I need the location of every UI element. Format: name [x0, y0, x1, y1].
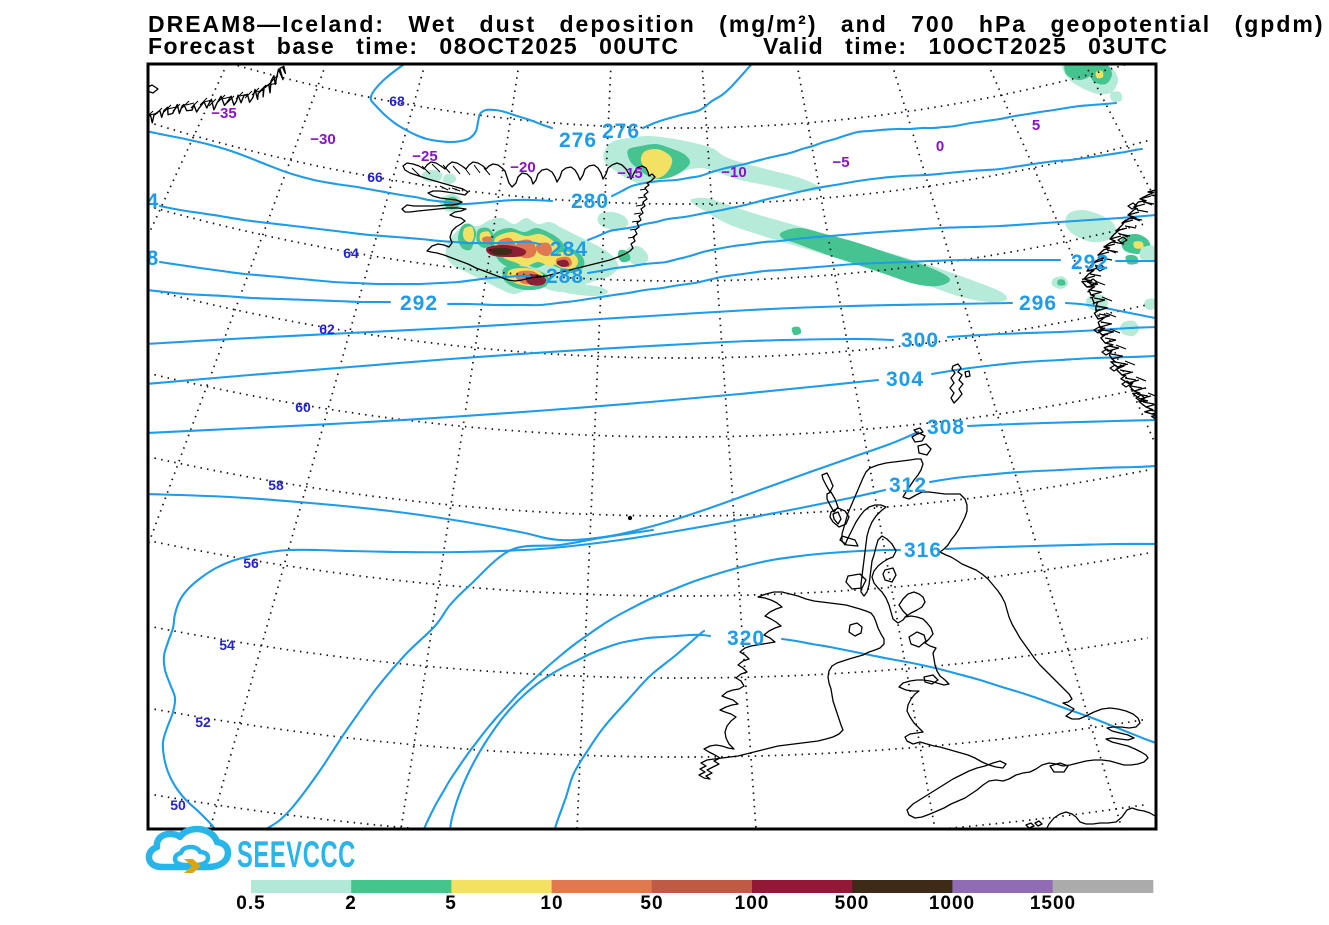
svg-text:284: 284: [550, 238, 588, 261]
svg-text:56: 56: [243, 555, 259, 571]
svg-text:288: 288: [546, 265, 584, 288]
svg-text:100: 100: [735, 893, 770, 914]
svg-text:280: 280: [571, 190, 609, 213]
svg-text:−35: −35: [211, 105, 236, 122]
svg-text:292: 292: [1071, 251, 1109, 274]
svg-text:1000: 1000: [929, 893, 975, 914]
svg-text:50: 50: [170, 797, 186, 813]
svg-text:316: 316: [904, 539, 942, 562]
svg-text:320: 320: [727, 627, 765, 650]
svg-text:−10: −10: [721, 164, 746, 181]
svg-text:276: 276: [559, 129, 597, 152]
svg-text:−5: −5: [832, 154, 849, 171]
svg-text:276: 276: [602, 120, 640, 143]
svg-text:64: 64: [343, 245, 359, 261]
svg-text:10: 10: [540, 893, 563, 914]
svg-text:304: 304: [886, 368, 924, 391]
svg-text:52: 52: [195, 714, 211, 730]
svg-text:DREAM8—Iceland: Wet dust depos: DREAM8—Iceland: Wet dust deposition (mg/…: [148, 11, 1325, 37]
svg-text:5: 5: [1032, 117, 1040, 134]
svg-text:0.5: 0.5: [236, 893, 265, 914]
svg-text:500: 500: [835, 893, 870, 914]
svg-text:−20: −20: [510, 159, 535, 176]
svg-text:300: 300: [901, 329, 939, 352]
svg-text:8: 8: [147, 247, 160, 270]
svg-text:308: 308: [927, 416, 965, 439]
svg-text:312: 312: [889, 474, 927, 497]
svg-text:58: 58: [268, 477, 284, 493]
svg-text:66: 66: [367, 169, 383, 185]
svg-text:1500: 1500: [1030, 893, 1076, 914]
svg-text:5: 5: [445, 893, 457, 914]
svg-text:−15: −15: [617, 165, 642, 182]
svg-text:60: 60: [295, 399, 311, 415]
svg-text:62: 62: [319, 321, 335, 337]
svg-text:4: 4: [147, 190, 160, 213]
svg-text:296: 296: [1019, 292, 1057, 315]
svg-text:292: 292: [400, 292, 438, 315]
svg-text:54: 54: [219, 637, 235, 653]
svg-text:68: 68: [389, 93, 405, 109]
svg-text:−25: −25: [412, 148, 437, 165]
svg-text:0: 0: [936, 138, 944, 155]
svg-text:2: 2: [345, 893, 357, 914]
svg-text:−30: −30: [310, 131, 335, 148]
svg-text:Forecast base time: 08OCT2025: Forecast base time: 08OCT2025 00UTC Vali…: [148, 33, 1169, 59]
svg-text:SEEVCCC: SEEVCCC: [237, 834, 356, 876]
svg-text:50: 50: [640, 893, 663, 914]
